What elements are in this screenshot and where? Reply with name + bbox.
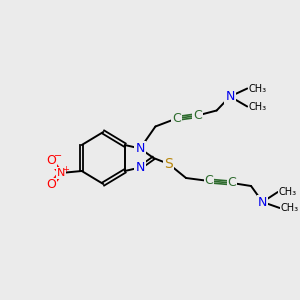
Text: N: N <box>135 142 145 155</box>
Text: O: O <box>46 178 56 191</box>
Text: O: O <box>46 154 56 167</box>
Text: CH₃: CH₃ <box>248 83 266 94</box>
Text: C: C <box>172 112 181 125</box>
Text: N: N <box>258 196 267 208</box>
Text: C: C <box>205 175 213 188</box>
Text: CH₃: CH₃ <box>281 203 299 213</box>
Text: −: − <box>54 151 62 161</box>
Text: C: C <box>193 109 202 122</box>
Text: +: + <box>62 164 69 173</box>
Text: N: N <box>56 168 65 178</box>
Text: S: S <box>164 157 173 171</box>
Text: CH₃: CH₃ <box>248 101 266 112</box>
Text: CH₃: CH₃ <box>279 187 297 197</box>
Text: C: C <box>228 176 236 190</box>
Text: N: N <box>135 161 145 174</box>
Text: N: N <box>225 90 235 103</box>
